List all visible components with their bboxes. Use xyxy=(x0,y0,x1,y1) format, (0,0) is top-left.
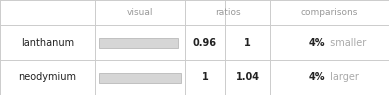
Text: comparisons: comparisons xyxy=(301,8,358,17)
Text: ratios: ratios xyxy=(215,8,240,17)
Text: lanthanum: lanthanum xyxy=(21,38,74,48)
Text: 4%: 4% xyxy=(309,38,326,48)
Bar xyxy=(99,38,178,48)
Text: visual: visual xyxy=(127,8,153,17)
Text: 0.96: 0.96 xyxy=(193,38,217,48)
Text: 1: 1 xyxy=(244,38,251,48)
Text: larger: larger xyxy=(328,72,359,82)
Text: 4%: 4% xyxy=(309,72,326,82)
Text: 1: 1 xyxy=(202,72,209,82)
Text: 1.04: 1.04 xyxy=(235,72,259,82)
Text: neodymium: neodymium xyxy=(19,72,77,82)
Bar xyxy=(99,72,181,82)
Text: smaller: smaller xyxy=(328,38,367,48)
